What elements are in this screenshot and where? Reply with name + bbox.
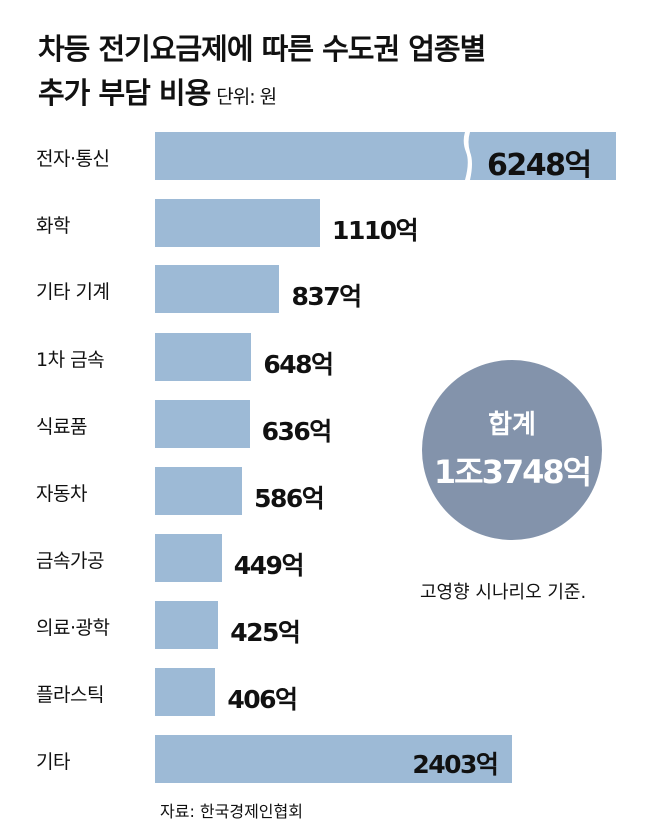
data-label: 6248억 [487, 148, 592, 183]
bar [155, 199, 321, 247]
total-label: 합계 [488, 410, 536, 440]
data-label: 837억 [291, 282, 362, 311]
data-label: 406억 [227, 685, 298, 714]
bar [155, 400, 250, 448]
bar [155, 668, 216, 716]
unit-label: 단위: 원 [216, 86, 277, 108]
data-label: 586억 [254, 484, 325, 513]
data-label: 449억 [233, 551, 305, 580]
category-label: 의료·광학 [36, 617, 110, 639]
bar [155, 132, 616, 180]
data-label: 425억 [230, 618, 301, 647]
scenario-note: 고영향 시나리오 기준. [420, 582, 587, 603]
category-label: 플라스틱 [36, 684, 104, 706]
title-line-2: 추가 부담 비용 단위: 원 [38, 70, 277, 112]
axis-break-icon [463, 132, 472, 180]
bar [155, 601, 219, 649]
source: 자료: 한국경제인협회 [160, 802, 303, 821]
category-label: 자동차 [36, 483, 87, 505]
bar [155, 265, 280, 313]
bar [155, 467, 243, 515]
data-label: 2403억 [412, 750, 499, 779]
title-line-2-text: 추가 부담 비용 [38, 76, 211, 110]
title-line-1: 차등 전기요금제에 따른 수도권 업종별 [38, 32, 486, 66]
bar [155, 534, 222, 582]
bar [155, 735, 513, 783]
data-label: 648억 [263, 350, 334, 379]
total-value: 1조3748억 [433, 453, 592, 491]
category-label: 식료품 [36, 416, 87, 438]
data-label: 636억 [261, 417, 333, 446]
bar [155, 333, 252, 381]
category-label: 기타 [36, 751, 70, 773]
category-label: 1차 금속 [36, 349, 105, 371]
category-label: 전자·통신 [36, 148, 110, 170]
category-label: 화학 [36, 215, 70, 237]
category-label: 기타 기계 [36, 281, 110, 303]
total-circle: 합계 1조3748억 [422, 360, 602, 540]
data-label: 1110억 [332, 216, 419, 245]
category-label: 금속가공 [36, 550, 104, 572]
